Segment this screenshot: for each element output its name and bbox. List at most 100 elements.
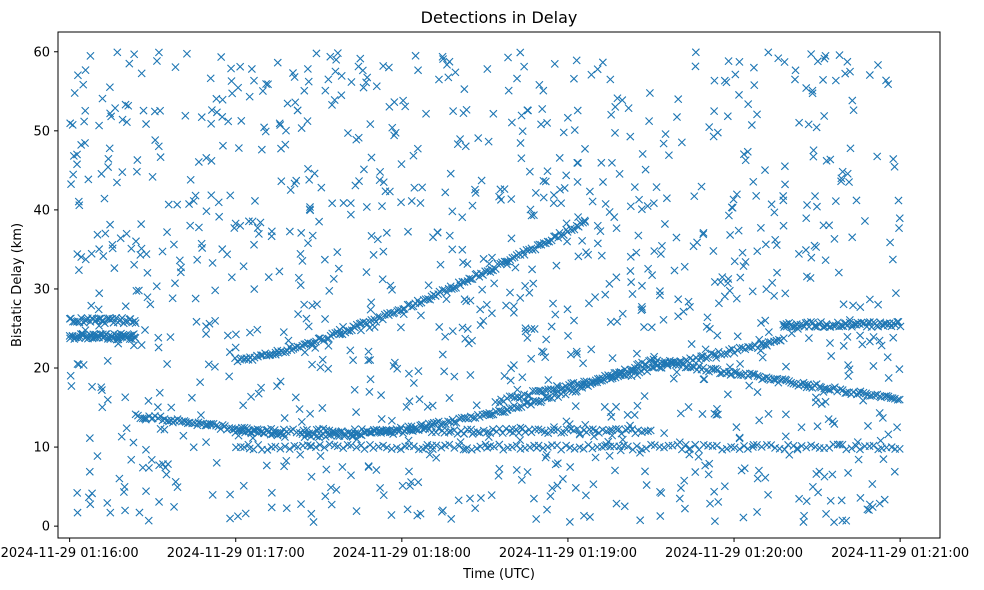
detection-point <box>143 268 152 277</box>
detection-point <box>736 273 745 282</box>
detection-point <box>797 441 806 450</box>
detection-point <box>202 438 211 447</box>
detection-point <box>732 190 741 199</box>
detection-point <box>205 319 214 328</box>
detection-point <box>202 329 211 338</box>
detection-point <box>819 387 828 396</box>
detection-point <box>482 300 491 309</box>
detection-point <box>364 462 373 471</box>
detection-point <box>196 411 205 420</box>
detection-point <box>279 348 288 357</box>
detection-point <box>444 73 453 82</box>
detection-point <box>382 443 391 452</box>
detection-point <box>604 437 613 446</box>
detection-point <box>550 59 559 68</box>
detection-point <box>448 207 457 216</box>
detection-point <box>412 425 421 434</box>
detection-point <box>409 378 418 387</box>
detection-point <box>865 318 874 327</box>
detection-point <box>257 351 266 360</box>
detection-point <box>576 218 585 227</box>
detection-point <box>306 441 315 450</box>
detection-point <box>774 335 783 344</box>
detection-point <box>849 301 858 310</box>
detection-point <box>822 156 831 165</box>
detection-point <box>531 188 540 197</box>
detection-point <box>543 442 552 451</box>
detection-point <box>267 503 276 512</box>
detection-point <box>811 442 820 451</box>
detection-point <box>656 487 665 496</box>
detection-point <box>111 104 120 113</box>
detection-point <box>67 180 76 189</box>
detection-point <box>680 504 689 513</box>
detection-point <box>632 442 641 451</box>
detection-point <box>787 378 796 387</box>
detection-point <box>148 172 157 181</box>
detection-point <box>461 334 470 343</box>
detection-point <box>504 86 513 95</box>
detection-point <box>500 371 509 380</box>
detection-point <box>304 239 313 248</box>
detection-point <box>378 275 387 284</box>
detection-point <box>626 266 635 275</box>
detection-point <box>73 488 82 497</box>
detection-point <box>130 50 139 59</box>
detection-point <box>730 443 739 452</box>
detection-point <box>551 310 560 319</box>
detection-point <box>848 233 857 242</box>
detection-point <box>87 249 96 258</box>
detection-point <box>468 201 477 210</box>
detection-point <box>878 413 887 422</box>
detection-point <box>874 300 883 309</box>
detection-point <box>402 402 411 411</box>
detection-point <box>250 426 259 435</box>
detection-point <box>891 289 900 298</box>
detection-point <box>335 325 344 334</box>
detection-point <box>132 286 141 295</box>
detection-point <box>697 182 706 191</box>
detection-point <box>781 410 790 419</box>
detection-point <box>581 144 589 153</box>
detection-point <box>710 107 719 116</box>
detection-point <box>282 126 290 135</box>
detection-point <box>220 422 229 431</box>
detection-point <box>871 391 880 399</box>
detection-point <box>744 100 753 109</box>
detection-point <box>488 425 497 434</box>
detection-point <box>407 478 416 487</box>
detection-point <box>605 426 614 435</box>
detection-point <box>535 80 544 89</box>
detection-point <box>236 62 245 71</box>
detection-point <box>741 156 750 165</box>
detection-point <box>652 183 661 192</box>
detection-point <box>720 292 729 301</box>
detection-point <box>574 252 583 261</box>
detection-point <box>450 372 459 381</box>
detection-point <box>294 310 303 319</box>
detection-point <box>664 441 673 450</box>
detection-point <box>729 195 738 204</box>
detection-point <box>579 511 588 520</box>
detection-point <box>834 268 843 277</box>
detection-point <box>635 195 644 204</box>
detection-point <box>526 400 535 409</box>
detection-point <box>427 422 436 431</box>
chart-title: Detections in Delay <box>421 8 578 27</box>
detection-point <box>637 306 646 315</box>
detection-point <box>139 106 148 115</box>
detection-point <box>300 86 309 95</box>
detection-point <box>869 441 878 450</box>
detection-point <box>828 417 837 426</box>
detection-point <box>135 508 144 517</box>
detection-point <box>895 224 904 233</box>
y-axis: 0 10 20 30 40 50 60 <box>33 45 58 535</box>
detection-point <box>637 302 646 311</box>
detection-point <box>130 316 139 325</box>
detection-point <box>337 91 346 100</box>
detection-point <box>468 429 477 438</box>
detection-point <box>873 152 882 161</box>
detection-point <box>745 381 754 390</box>
detection-point <box>701 461 710 470</box>
detection-point <box>659 315 668 324</box>
